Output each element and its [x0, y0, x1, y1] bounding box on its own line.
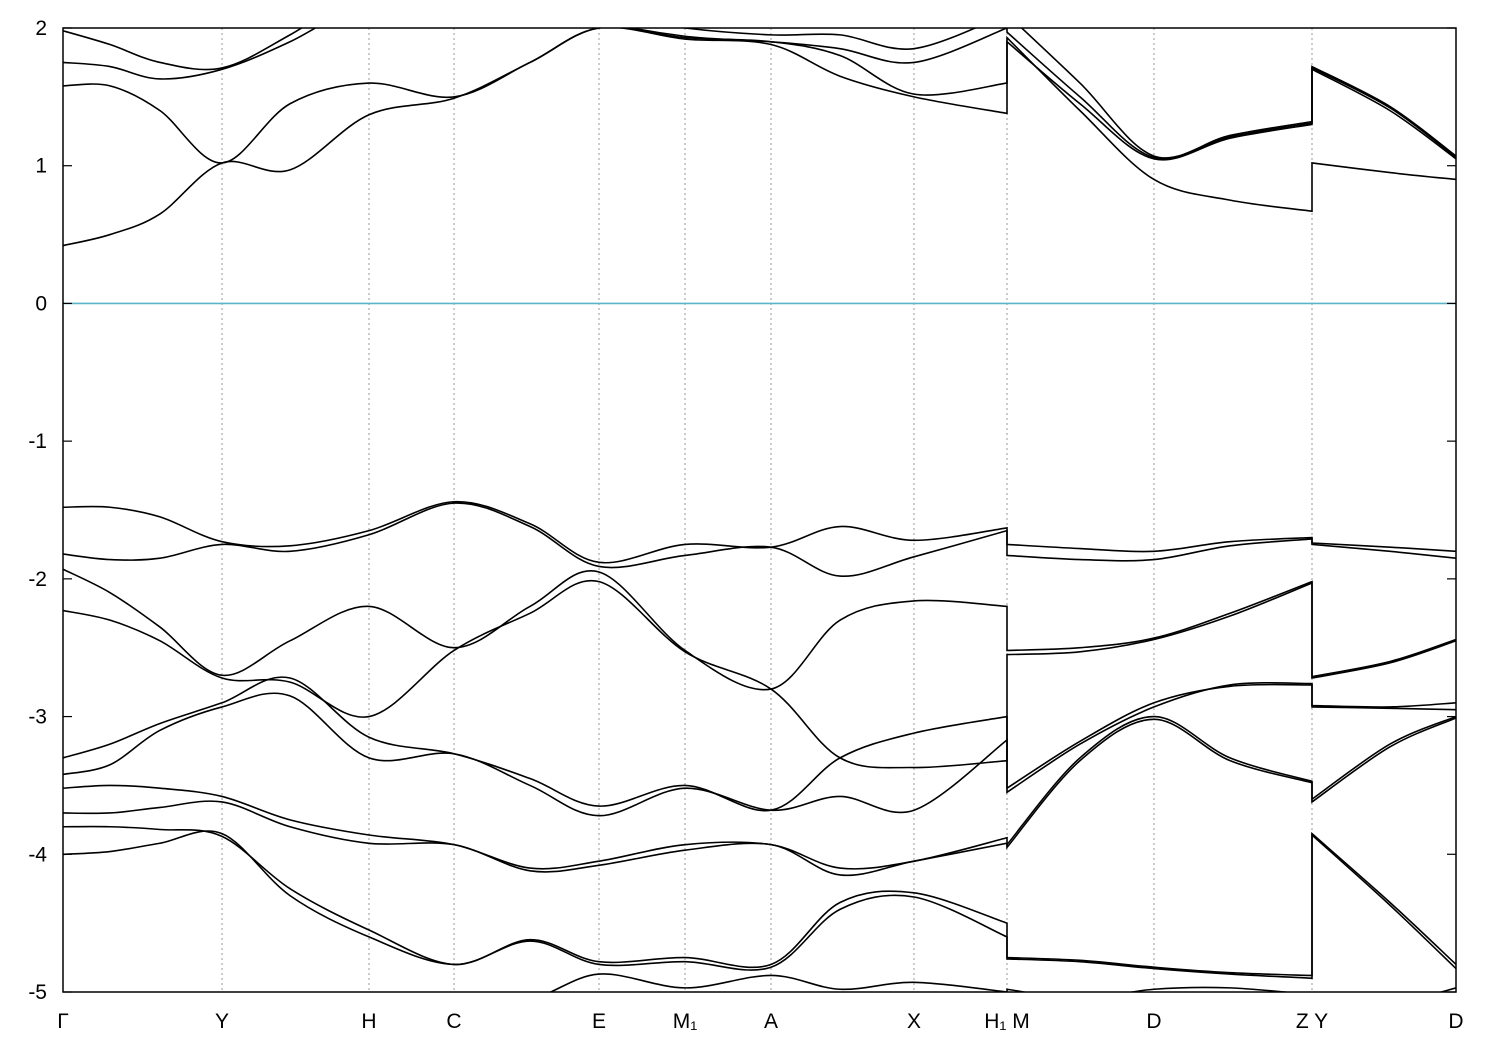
y-tick-label: -3: [28, 706, 47, 729]
y-tick-label: 2: [35, 17, 47, 40]
band-line: [63, 502, 1456, 577]
x-tick-label: D: [1146, 1010, 1161, 1033]
band-line: [63, 830, 1456, 980]
x-tick-label: E: [592, 1010, 606, 1033]
x-tick-label: H₁ M: [984, 1010, 1030, 1033]
x-tick-label: Z Y: [1296, 1010, 1328, 1033]
y-tick-label: -2: [28, 568, 47, 591]
x-tick-label: Γ: [57, 1010, 69, 1033]
band-line: [63, 676, 1456, 812]
plot-frame: [62, 27, 1457, 993]
x-tick-label: Y: [215, 1010, 229, 1033]
band-line: [63, 500, 1456, 564]
band-line: [63, 683, 1456, 817]
bands: [63, 28, 1456, 992]
grid: [62, 28, 1457, 992]
y-tick-label: -5: [28, 981, 47, 1004]
x-tick-label: M₁: [673, 1010, 698, 1033]
band-line: [63, 28, 1456, 164]
y-tick-label: 0: [35, 292, 47, 315]
band-line: [63, 568, 1456, 691]
x-tick-label: D: [1448, 1010, 1463, 1033]
y-tick-label: -4: [28, 843, 47, 866]
band-line: [63, 717, 1456, 877]
x-tick-label: X: [907, 1010, 921, 1033]
x-tick-label: H: [361, 1010, 376, 1033]
band-line: [63, 28, 1456, 247]
y-tick-label: 1: [35, 155, 47, 178]
band-line: [63, 825, 1456, 977]
band-line: [63, 28, 1456, 159]
y-tick-label: -1: [28, 430, 47, 453]
ticks: -5 -4 -3 -2 -1 0 1 2 Γ Y H C E M₁ A X H₁ M D Z Y D: [28, 17, 1463, 1033]
band-line: [63, 715, 1456, 870]
x-tick-label: A: [764, 1010, 778, 1033]
x-tick-label: C: [446, 1010, 461, 1033]
band-line: [63, 28, 1456, 160]
band-line: [63, 579, 1456, 769]
band-line: [548, 973, 1456, 992]
